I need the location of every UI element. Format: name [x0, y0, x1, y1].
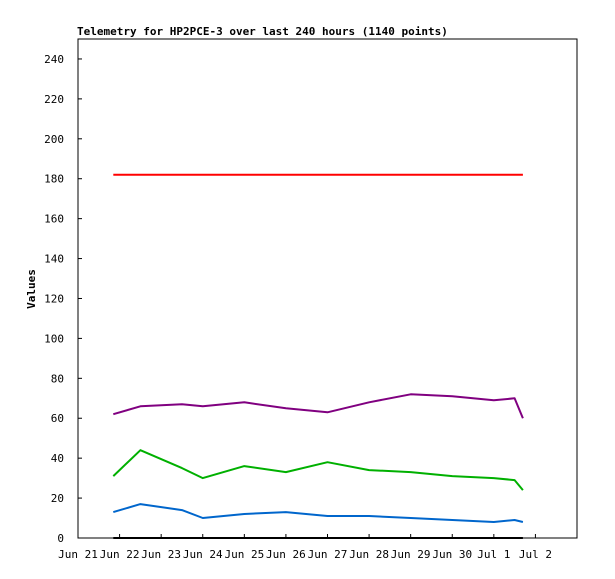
x-tick-label: Jul 1 [477, 548, 510, 561]
plot-frame [77, 38, 578, 539]
series-line-3 [113, 503, 524, 523]
x-tick-label: Jun 25 [224, 548, 264, 561]
y-tick-label: 200 [44, 133, 64, 146]
series-line-2 [112, 449, 524, 491]
y-tick-label: 160 [44, 213, 64, 226]
x-tick-label: Jun 23 [141, 548, 181, 561]
x-tick-label: Jun 21 [58, 548, 98, 561]
y-tick-label: 220 [44, 93, 64, 106]
x-tick-label: Jun 30 [432, 548, 472, 561]
y-tick-label: 80 [51, 372, 64, 385]
y-tick-label: 180 [44, 173, 64, 186]
chart-title: Telemetry for HP2PCE-3 over last 240 hou… [77, 25, 448, 38]
y-axis: 0 20 40 60 80 100 120 140 160 180 200 220 240 [44, 53, 82, 545]
y-tick-label: 0 [57, 532, 64, 545]
y-tick-label: 240 [44, 53, 64, 66]
x-tick-label: Jun 24 [183, 548, 223, 561]
x-tick-label: Jul 2 [519, 548, 552, 561]
x-tick-label: Jun 28 [349, 548, 389, 561]
y-tick-label: 140 [44, 253, 64, 266]
x-tick-label: Jun 26 [266, 548, 306, 561]
y-tick-label: 120 [44, 292, 64, 305]
y-axis-label: Values [25, 269, 38, 309]
series-group [112, 173, 524, 539]
y-tick-label: 40 [51, 452, 64, 465]
y-tick-label: 100 [44, 332, 64, 345]
series-line-1 [113, 393, 524, 419]
x-tick-label: Jun 29 [391, 548, 431, 561]
y-tick-label: 20 [51, 492, 64, 505]
y-tick-label: 60 [51, 412, 64, 425]
x-tick-label: Jun 27 [308, 548, 348, 561]
x-tick-label: Jun 22 [100, 548, 140, 561]
